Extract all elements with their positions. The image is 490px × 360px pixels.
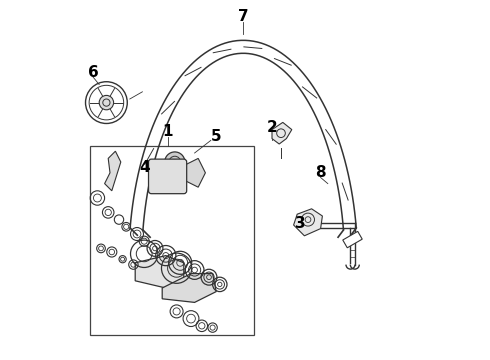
Text: 5: 5: [211, 129, 221, 144]
Polygon shape: [162, 274, 216, 302]
Polygon shape: [104, 151, 121, 191]
Circle shape: [165, 152, 185, 172]
Polygon shape: [135, 256, 184, 288]
Bar: [343, 231, 362, 248]
Text: 6: 6: [88, 64, 98, 80]
Polygon shape: [272, 122, 292, 144]
Polygon shape: [294, 209, 322, 236]
Text: 7: 7: [238, 9, 248, 24]
Text: 2: 2: [267, 120, 277, 135]
Text: 1: 1: [162, 124, 173, 139]
Text: 4: 4: [139, 160, 149, 175]
FancyBboxPatch shape: [148, 159, 187, 194]
Text: 3: 3: [295, 216, 306, 231]
Text: 8: 8: [315, 165, 326, 180]
Circle shape: [99, 95, 114, 110]
Bar: [90, 146, 254, 335]
Polygon shape: [184, 158, 205, 187]
